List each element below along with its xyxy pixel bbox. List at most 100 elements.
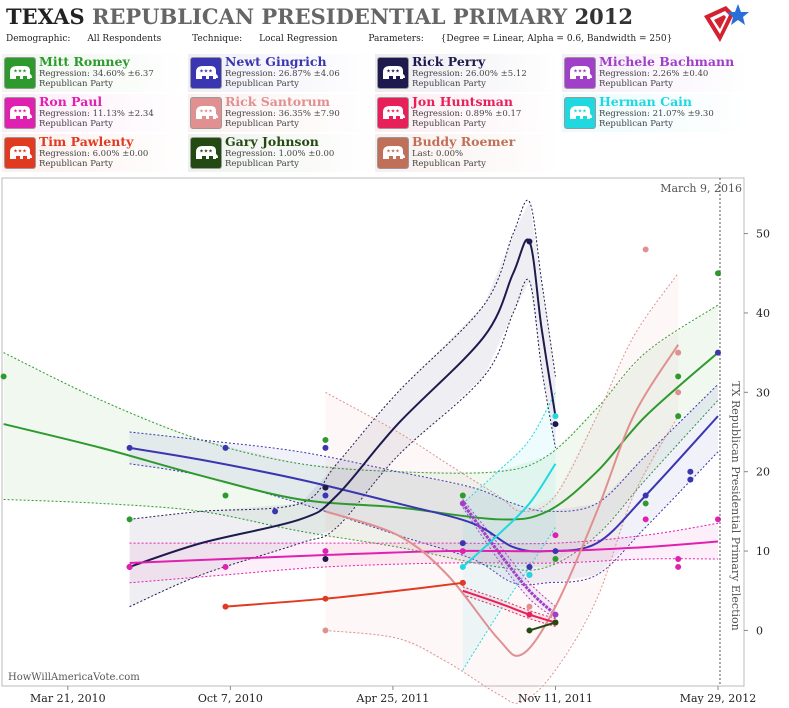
line-rick-perry: [129, 238, 557, 568]
point-rick-perry: [322, 556, 329, 562]
band-rick-santorum: [325, 273, 679, 702]
candidate-regression: Regression: 34.60% ±6.37: [39, 69, 154, 79]
band-herman-cain: [462, 392, 556, 671]
candidate-regression: Regression: 26.87% ±4.06: [225, 69, 340, 79]
elephant-icon: ★★★: [4, 97, 36, 129]
point-mitt-romney: [322, 436, 329, 443]
candidate-name: Gary Johnson: [225, 134, 319, 149]
candidate-herman-cain: ★★★ Herman Cain Regression: 21.07% ±9.30 Re…: [562, 94, 748, 132]
point-rick-perry: [526, 238, 533, 245]
candidate-regression: Last: 0.00%: [412, 149, 464, 159]
candidate-michele-bachmann: ★★★ Michele Bachmann Regression: 2.26% ±0.…: [562, 54, 748, 92]
candidate-rick-santorum: ★★★ Rick Santorum Regression: 36.35% ±7.90…: [188, 94, 374, 132]
candidate-regression: Regression: 6.00% ±0.00: [39, 149, 149, 159]
band-lower-jon-huntsman: [462, 594, 556, 627]
point-rick-santorum: [675, 389, 682, 396]
point-ron-paul: [126, 563, 133, 570]
candidate-party: Republican Party: [39, 159, 113, 169]
point-newt-gingrich: [642, 492, 649, 499]
point-ron-paul: [322, 548, 329, 555]
plot-frame: [1, 177, 745, 687]
line-herman-cain: [462, 463, 557, 568]
point-mitt-romney: [0, 373, 7, 380]
candidate-name: Jon Huntsman: [412, 94, 513, 109]
line-ron-paul: [129, 540, 719, 564]
candidate-party: Republican Party: [39, 119, 113, 129]
technique-label: Technique:: [192, 34, 243, 44]
point-michele-bachmann: [459, 500, 466, 507]
band-lower-herman-cain: [462, 526, 556, 671]
point-mitt-romney: [222, 492, 229, 499]
point-michele-bachmann: [552, 611, 559, 618]
parameters-value: {Degree = Linear, Alpha = 0.6, Bandwidth…: [440, 34, 673, 44]
band-lower-michele-bachmann: [462, 507, 556, 619]
point-tim-pawlenty: [222, 603, 229, 610]
point-newt-gingrich: [459, 540, 466, 547]
candidate-ron-paul: ★★★ Ron Paul Regression: 11.13% ±2.34 Repub…: [2, 94, 188, 132]
point-newt-gingrich: [272, 508, 279, 515]
svg-text:★★★: ★★★: [573, 69, 587, 75]
line-jon-huntsman: [462, 589, 556, 624]
candidate-regression: Regression: 21.07% ±9.30: [599, 109, 714, 119]
point-rick-santorum: [675, 349, 682, 356]
candidate-regression: Regression: 1.00% ±0.00: [225, 149, 335, 159]
title-year: 2012: [574, 4, 634, 29]
x-tick-label: Apr 25, 2011: [356, 692, 430, 704]
candidate-party: Republican Party: [412, 119, 486, 129]
point-newt-gingrich: [322, 492, 329, 499]
point-tim-pawlenty: [322, 595, 329, 602]
point-mitt-romney: [642, 500, 649, 507]
point-newt-gingrich: [526, 563, 533, 570]
point-newt-gingrich: [552, 548, 559, 555]
candidate-jon-huntsman: ★★★ Jon Huntsman Regression: 0.89% ±0.17 Re…: [375, 94, 561, 132]
demographic-value: All Respondents: [87, 34, 162, 44]
y-tick-label: 0: [756, 624, 763, 637]
candidate-newt-gingrich: ★★★ Newt Gingrich Regression: 26.87% ±4.06…: [188, 54, 374, 92]
line-newt-gingrich: [129, 415, 719, 553]
elephant-icon: ★★★: [4, 137, 36, 169]
point-rick-santorum: [642, 246, 649, 253]
svg-text:★★★: ★★★: [386, 69, 400, 75]
point-ron-paul: [675, 556, 682, 562]
chart-area: TX Republican Presidential Primary Elect…: [0, 176, 789, 705]
svg-text:★★★: ★★★: [573, 109, 587, 115]
point-herman-cain: [552, 413, 559, 420]
band-rick-perry: [129, 201, 556, 607]
point-ron-paul: [222, 563, 229, 570]
x-tick-label: Oct 7, 2010: [198, 692, 263, 704]
point-herman-cain: [526, 571, 533, 578]
band-upper-michele-bachmann: [462, 499, 556, 607]
candidate-name: Herman Cain: [599, 94, 692, 109]
point-rick-santorum: [526, 603, 533, 610]
candidate-gary-johnson: ★★★ Gary Johnson Regression: 1.00% ±0.00 Re…: [188, 134, 374, 172]
candidate-mitt-romney: ★★★ Mitt Romney Regression: 34.60% ±6.37 Re…: [2, 54, 188, 92]
band-lower-ron-paul: [129, 558, 718, 584]
point-rick-santorum: [322, 627, 329, 634]
point-newt-gingrich: [687, 468, 694, 475]
y-tick-label: 50: [756, 228, 770, 241]
point-newt-gingrich: [126, 444, 133, 451]
band-upper-herman-cain: [462, 392, 556, 504]
title-state: TEXAS: [6, 4, 85, 29]
candidate-tim-pawlenty: ★★★ Tim Pawlenty Regression: 6.00% ±0.00 Re…: [2, 134, 188, 172]
watermark: HowWillAmericaVote.com: [8, 672, 140, 683]
point-mitt-romney: [126, 516, 133, 523]
band-upper-newt-gingrich: [129, 384, 719, 512]
candidate-regression: Regression: 11.13% ±2.34: [39, 109, 154, 119]
line-gary-johnson: [529, 621, 556, 632]
elephant-icon: ★★★: [377, 57, 409, 89]
line-tim-pawlenty: [225, 581, 463, 608]
point-mitt-romney: [675, 373, 682, 380]
annotation-date: March 9, 2016: [660, 182, 742, 195]
point-ron-paul: [642, 516, 649, 523]
svg-text:★★★: ★★★: [386, 149, 400, 155]
star-logo-icon: [704, 4, 749, 42]
demographic-label: Demographic:: [6, 34, 71, 44]
candidate-party: Republican Party: [599, 79, 673, 89]
svg-text:★★★: ★★★: [199, 109, 213, 115]
svg-text:★★★: ★★★: [199, 149, 213, 155]
point-gary-johnson: [526, 627, 533, 634]
candidate-name: Tim Pawlenty: [39, 134, 134, 149]
candidate-name: Buddy Roemer: [412, 134, 516, 149]
elephant-icon: ★★★: [377, 97, 409, 129]
